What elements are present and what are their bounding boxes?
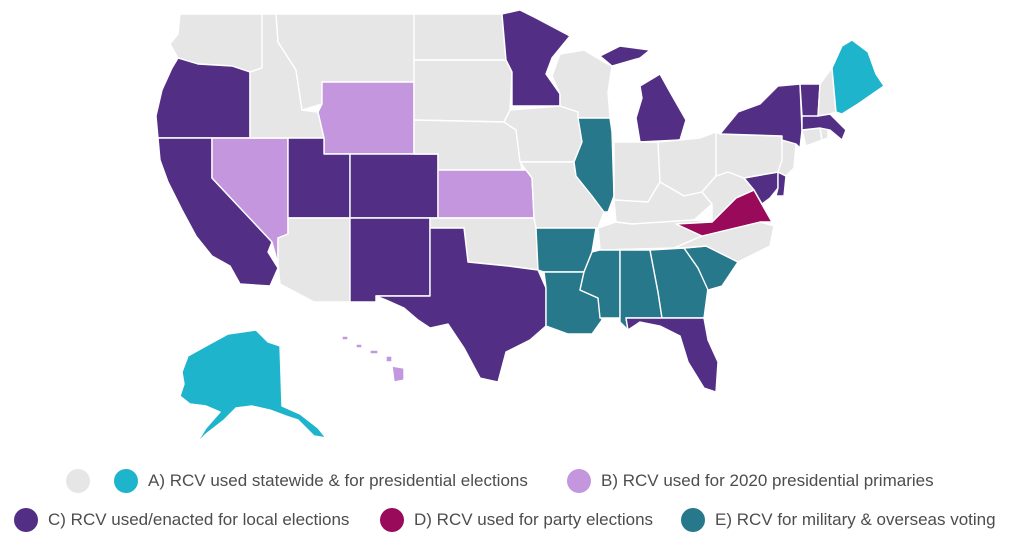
legend-item-c: C) RCV used/enacted for local elections <box>14 505 349 535</box>
legend-item-a: A) RCV used statewide & for presidential… <box>114 466 528 496</box>
state-new-mexico <box>349 217 431 303</box>
legend-row-1: A) RCV used statewide & for presidential… <box>0 466 1024 496</box>
legend-row-2: C) RCV used/enacted for local elections … <box>0 505 1024 535</box>
legend-label-b: B) RCV used for 2020 presidential primar… <box>601 471 934 490</box>
legend-swatch-none <box>66 469 90 493</box>
state-arizona <box>277 217 351 303</box>
state-north-dakota <box>413 13 507 61</box>
legend-label-d: D) RCV used for party elections <box>414 510 654 529</box>
legend-swatch-d <box>380 508 404 532</box>
state-connecticut <box>801 127 823 147</box>
legend-item-d: D) RCV used for party elections <box>380 505 653 535</box>
legend-label-e: E) RCV for military & overseas voting <box>715 510 996 529</box>
states-layer <box>155 9 885 445</box>
state-illinois <box>573 117 615 213</box>
legend-swatch-e <box>681 508 705 532</box>
state-kansas <box>437 169 535 219</box>
legend-item-b: B) RCV used for 2020 presidential primar… <box>567 466 934 496</box>
state-oregon <box>155 57 251 139</box>
state-michigan <box>599 45 687 143</box>
legend-swatch-a <box>114 469 138 493</box>
state-wyoming <box>317 81 415 155</box>
state-florida <box>625 317 719 393</box>
state-south-dakota <box>413 59 513 123</box>
legend-label-c: C) RCV used/enacted for local elections <box>48 510 350 529</box>
state-pennsylvania <box>715 131 783 179</box>
legend-swatch-c <box>14 508 38 532</box>
legend-swatch-b <box>567 469 591 493</box>
state-vermont <box>799 83 821 117</box>
state-colorado <box>349 153 439 219</box>
state-alaska <box>179 329 327 445</box>
state-texas <box>375 227 547 383</box>
state-maine <box>831 39 885 115</box>
state-massachusetts <box>801 113 847 141</box>
us-states-map <box>155 9 885 445</box>
legend-item-e: E) RCV for military & overseas voting <box>681 505 996 535</box>
state-new-hampshire <box>817 67 837 117</box>
legend-item-none <box>66 466 90 496</box>
state-minnesota <box>501 9 571 107</box>
legend-label-a: A) RCV used statewide & for presidential… <box>148 471 528 490</box>
state-hawaii <box>341 335 405 383</box>
